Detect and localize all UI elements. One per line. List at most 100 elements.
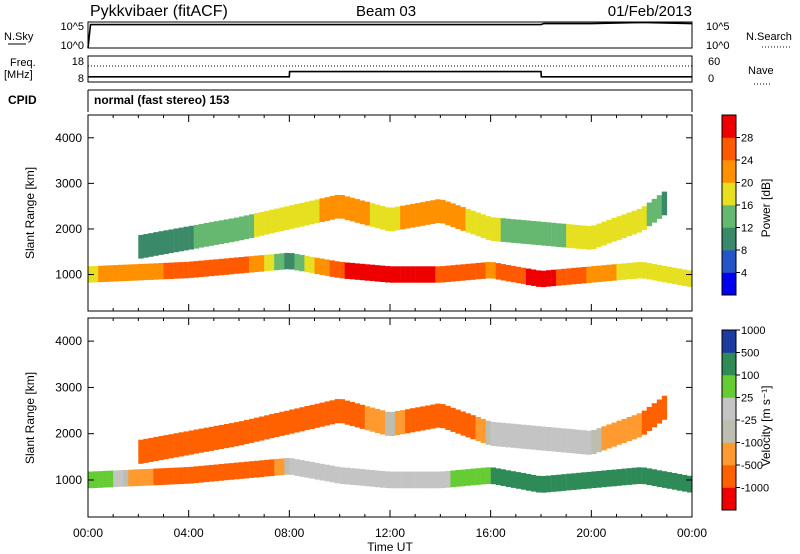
velocity-cell [656, 470, 663, 487]
velocity-cell [541, 426, 547, 451]
power-cell [188, 261, 194, 278]
velocity-cell [234, 422, 240, 447]
x-tick-label: 12:00 [375, 526, 405, 540]
velocity-cell [460, 469, 466, 487]
velocity-cell [329, 465, 335, 483]
velocity-cell [314, 403, 320, 428]
velocity-cell [309, 461, 315, 479]
power-cell [274, 253, 280, 271]
colorbar-segment [722, 227, 736, 251]
power-cell [571, 224, 577, 249]
power-cell [541, 221, 547, 246]
velocity-cell [631, 467, 637, 485]
power-cell [344, 196, 350, 221]
velocity-cell [616, 469, 622, 486]
nave-tick-top: 60 [708, 56, 720, 68]
velocity-cell [249, 461, 255, 478]
power-cell [138, 263, 144, 281]
velocity-cell [113, 470, 119, 488]
power-cell [309, 200, 315, 225]
power-cell [234, 257, 240, 274]
power-cell [450, 203, 456, 228]
power-cell [274, 208, 280, 233]
velocity-cell [515, 424, 522, 449]
power-cell [218, 258, 225, 276]
power-cell [334, 261, 340, 278]
velocity-cell [188, 430, 194, 455]
station-title: Pykkvibaer (fitACF) [90, 3, 228, 20]
power-cell [576, 225, 582, 249]
velocity-cell [304, 461, 310, 478]
velocity-cell [339, 399, 345, 424]
velocity-cell [133, 469, 139, 487]
power-cell [490, 262, 496, 279]
velocity-cell [626, 417, 632, 442]
velocity-cell [294, 408, 300, 433]
velocity-cell [359, 469, 366, 486]
power-cell [319, 258, 325, 275]
power-cell [148, 233, 154, 257]
velocity-cell [218, 464, 225, 481]
power-cell [611, 218, 617, 242]
power-cell [390, 207, 396, 232]
velocity-cell [279, 458, 285, 476]
velocity-cell [646, 468, 652, 486]
velocity-cell [158, 468, 164, 485]
power-cell [465, 263, 471, 281]
velocity-xaxis [87, 318, 693, 517]
velocity-cell [183, 431, 189, 456]
velocity-cell [324, 401, 330, 426]
colorbar-tick-label: 12 [741, 223, 753, 235]
velocity-cell [395, 471, 401, 489]
power-cell [249, 256, 255, 273]
velocity-cell [168, 467, 174, 485]
power-cell [596, 223, 602, 248]
time-axis-labels: 00:00 04:00 08:00 12:00 16:00 20:00 00:00 [73, 526, 707, 540]
power-cell [390, 266, 396, 283]
power-cell [465, 208, 471, 233]
velocity-cell [163, 435, 169, 460]
velocity-cell [309, 404, 315, 429]
power-cell [656, 195, 663, 219]
power-cell [561, 223, 567, 248]
power-cell [440, 199, 446, 224]
power-cell [254, 255, 260, 272]
power-cell [163, 230, 169, 254]
velocity-cell [203, 465, 210, 483]
power-cell [349, 262, 355, 280]
power-cell [571, 267, 577, 285]
power-cell [641, 262, 647, 279]
velocity-cell [289, 409, 295, 434]
velocity-cell [420, 471, 426, 489]
velocity-cell [541, 476, 547, 493]
power-cell [546, 222, 552, 246]
velocity-cell [349, 402, 355, 427]
noise-line [87, 21, 693, 49]
velocity-cell [666, 472, 673, 489]
power-cell [410, 203, 416, 228]
velocity-cell [223, 424, 230, 449]
power-cell [299, 202, 305, 227]
velocity-cell [324, 464, 330, 482]
velocity-cell [490, 467, 496, 485]
velocity-cell [269, 459, 275, 477]
power-cell [681, 269, 688, 286]
power-cell [198, 223, 204, 248]
power-cell [606, 219, 612, 244]
power-cell [354, 199, 361, 223]
colorbar-segment [722, 420, 736, 443]
power-cell [395, 266, 401, 283]
freq-label-2: [MHz] [4, 69, 33, 81]
velocity-cell [385, 411, 391, 436]
power-cell [304, 201, 310, 226]
power-cell [480, 214, 486, 239]
power-cell [339, 262, 345, 279]
power-cell [520, 220, 527, 244]
power-cell [183, 226, 189, 251]
power-cell [525, 220, 532, 245]
velocity-cell [556, 427, 562, 452]
velocity-cell [264, 415, 270, 440]
y-tick-label: 1000 [55, 268, 82, 282]
colorbar-segment [722, 115, 736, 138]
